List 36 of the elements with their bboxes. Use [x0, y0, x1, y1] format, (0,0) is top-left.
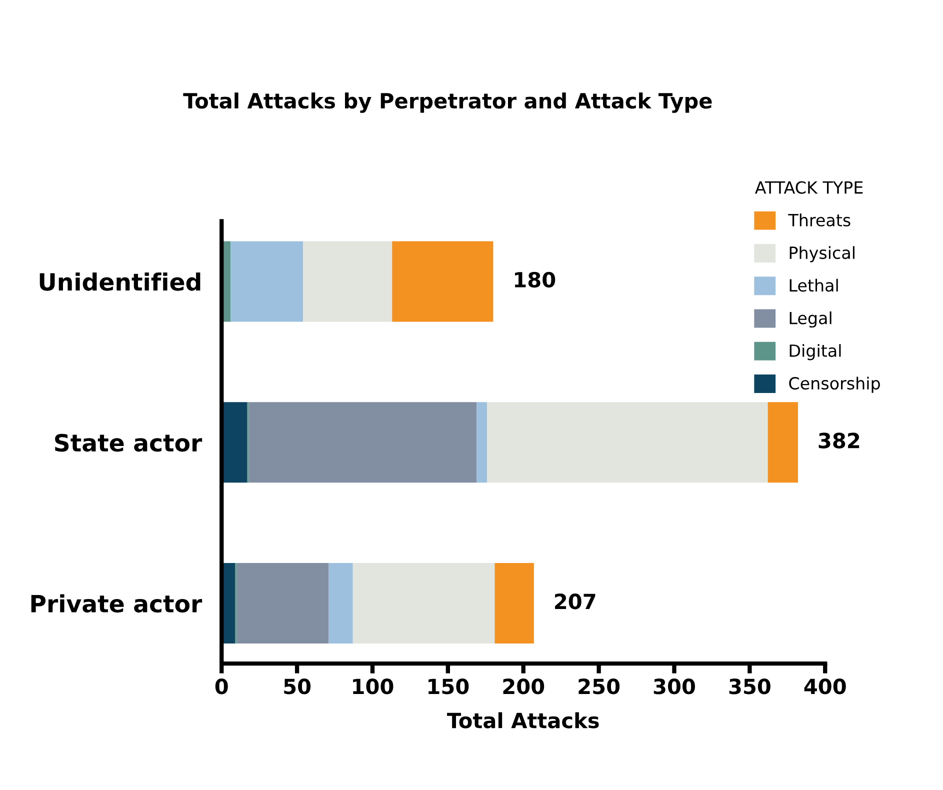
bar	[230, 241, 304, 322]
total-label: 180	[514, 272, 556, 288]
bar	[328, 563, 353, 644]
legend-label: Lethal	[790, 278, 838, 292]
bar	[494, 563, 534, 644]
x-tick-label: 50	[284, 678, 311, 694]
legend-label: Physical	[790, 246, 854, 262]
total-label: 382	[818, 432, 860, 448]
x-tick-label: 350	[729, 678, 770, 694]
legend-label: Censorship	[789, 376, 880, 393]
bar	[248, 402, 477, 483]
legend-label: Legal	[790, 311, 832, 328]
x-tick-label: 250	[578, 678, 620, 694]
bar	[476, 402, 488, 483]
x-axis-title: Total Attacks	[447, 712, 599, 728]
x-tick-label: 0	[215, 678, 228, 694]
chart-title: Total Attacks by Perpetrator and Attack Type	[183, 92, 712, 113]
bar	[392, 241, 494, 322]
x-tick-label: 200	[503, 678, 544, 694]
y-tick-label: Private actor	[31, 594, 202, 613]
legend-title: ATTACK TYPE	[755, 181, 863, 194]
x-tick-label: 100	[353, 678, 394, 694]
legend-label: Threats	[788, 214, 850, 226]
y-tick-label: State actor	[55, 434, 202, 452]
bar	[352, 563, 495, 644]
legend-label: Digital	[790, 344, 841, 360]
bar	[236, 563, 329, 644]
bar	[222, 402, 248, 483]
x-tick-label: 300	[654, 678, 695, 694]
total-label: 207	[555, 594, 596, 610]
bar	[487, 402, 768, 483]
y-tick-label: Unidentified	[40, 272, 200, 291]
x-tick-label: 400	[804, 678, 846, 694]
x-tick-label: 150	[428, 678, 469, 694]
bar	[768, 402, 798, 483]
bar	[303, 241, 392, 322]
